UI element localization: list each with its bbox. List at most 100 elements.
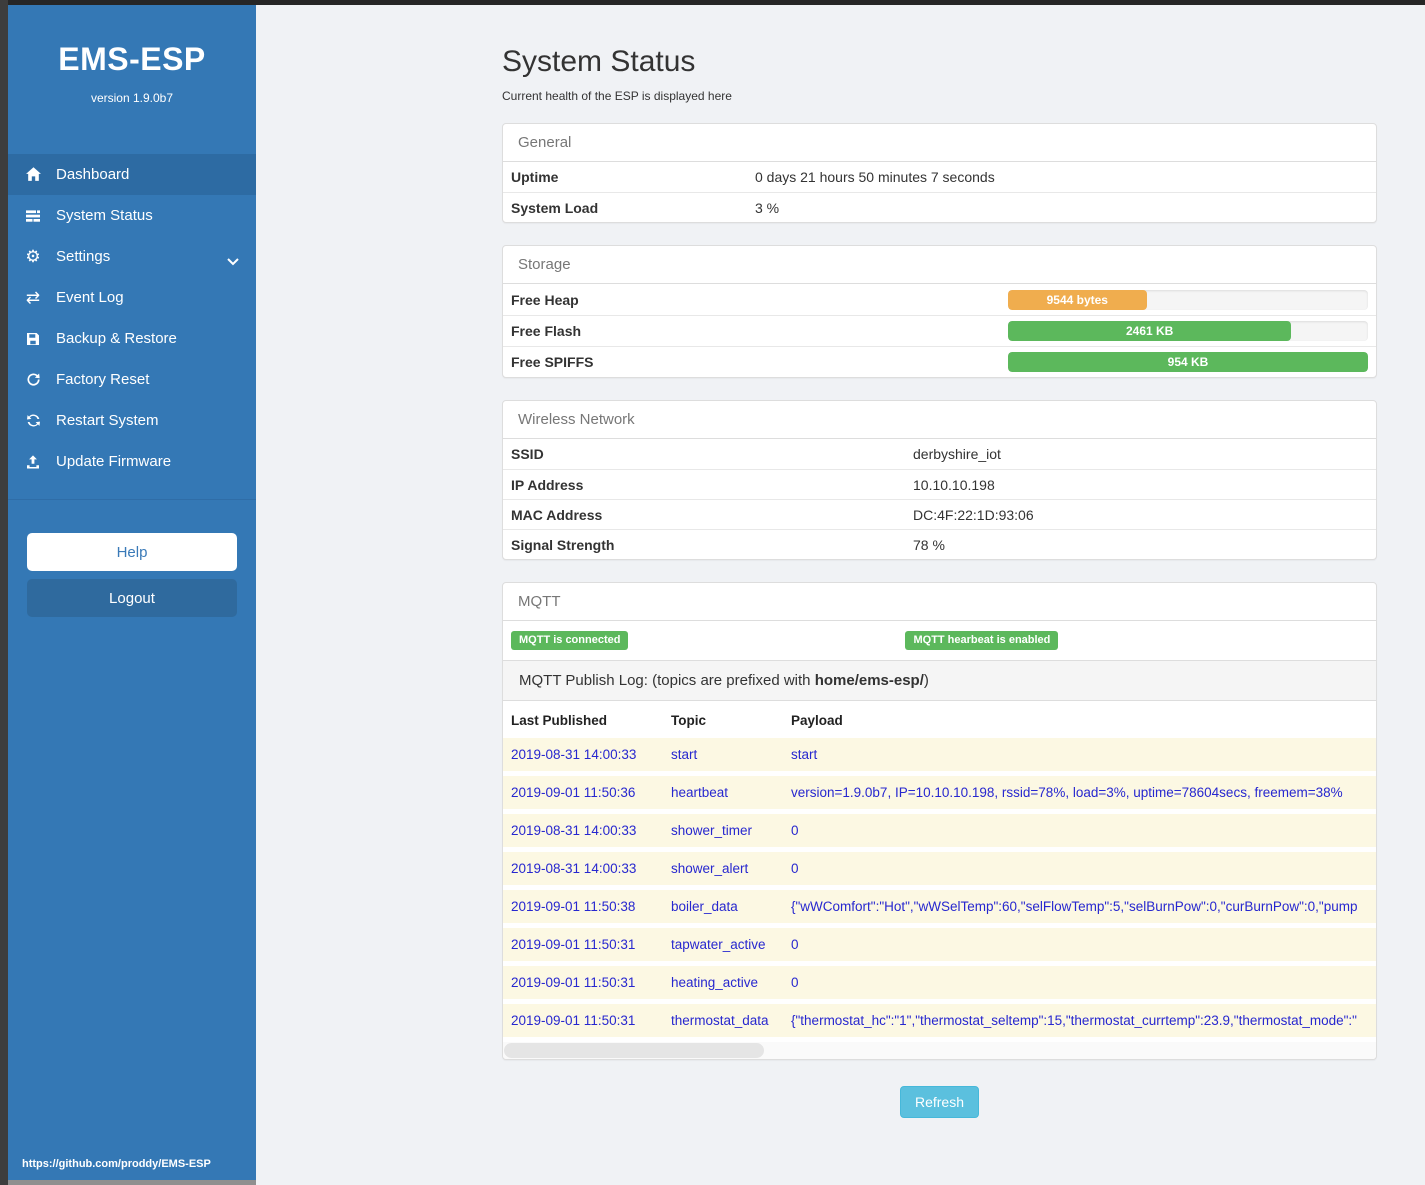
- scrollbar-thumb[interactable]: [504, 1043, 764, 1059]
- row-signal-strength: Signal Strength 78 %: [503, 529, 1376, 559]
- row-value: 78 %: [913, 536, 945, 553]
- table-row: 2019-09-01 11:50:38 boiler_data {"wWComf…: [503, 890, 1376, 924]
- row-ssid: SSID derbyshire_iot: [503, 439, 1376, 469]
- table-row: 2019-08-31 14:00:33 start start: [503, 738, 1376, 772]
- sidebar-item-backup-restore[interactable]: Backup & Restore: [8, 318, 256, 359]
- cell-topic: shower_timer: [671, 823, 753, 839]
- sidebar-item-settings[interactable]: ⚙ Settings: [8, 236, 256, 277]
- row-label: Free SPIFFS: [511, 354, 594, 370]
- progress-track: 2461 KB: [1008, 321, 1368, 341]
- cell-topic: start: [671, 747, 698, 763]
- row-label: IP Address: [511, 476, 584, 493]
- cell-topic: shower_alert: [671, 861, 749, 877]
- help-button[interactable]: Help: [27, 533, 237, 571]
- row-free-heap: Free Heap 9544 bytes: [503, 284, 1376, 315]
- sidebar-item-dashboard[interactable]: Dashboard: [8, 154, 256, 195]
- cell-time: 2019-08-31 14:00:33: [511, 861, 637, 877]
- row-ip-address: IP Address 10.10.10.198: [503, 469, 1376, 499]
- progress-track: 954 KB: [1008, 352, 1368, 372]
- main-content: System Status Current health of the ESP …: [502, 5, 1377, 1119]
- refresh-button[interactable]: Refresh: [899, 1086, 980, 1119]
- logout-button[interactable]: Logout: [27, 579, 237, 617]
- tasks-icon: [23, 206, 43, 226]
- cell-payload: {"thermostat_hc":"1","thermostat_seltemp…: [791, 1013, 1357, 1029]
- github-link[interactable]: https://github.com/proddy/EMS-ESP: [22, 1158, 211, 1170]
- sidebar-item-update-firmware[interactable]: Update Firmware: [8, 441, 256, 482]
- window-top-edge: [0, 0, 1425, 5]
- sidebar: EMS-ESP version 1.9.0b7 Dashboard System…: [8, 5, 256, 1180]
- table-row: 2019-09-01 11:50:31 heating_active 0: [503, 966, 1376, 1000]
- col-header-topic: Topic: [671, 713, 706, 729]
- cell-time: 2019-08-31 14:00:33: [511, 823, 637, 839]
- col-header-last-published: Last Published: [511, 713, 608, 729]
- panel-general-title: General: [503, 124, 1376, 162]
- panel-mqtt-title: MQTT: [503, 583, 1376, 621]
- row-label: Free Flash: [511, 323, 582, 339]
- progress-bar-free-heap: 9544 bytes: [1008, 289, 1147, 310]
- cell-payload: 0: [791, 975, 799, 991]
- exchange-icon: ⇄: [25, 288, 41, 307]
- log-label-topic-prefix: home/ems-esp/: [814, 672, 924, 690]
- app-title: EMS-ESP: [58, 41, 206, 77]
- sidebar-item-label: Dashboard: [56, 166, 130, 183]
- row-uptime: Uptime 0 days 21 hours 50 minutes 7 seco…: [503, 162, 1376, 192]
- panel-storage-title: Storage: [503, 246, 1376, 284]
- sidebar-item-factory-reset[interactable]: Factory Reset: [8, 359, 256, 400]
- row-value: 10.10.10.198: [913, 476, 995, 493]
- row-label: Free Heap: [511, 291, 579, 308]
- table-row: 2019-08-31 14:00:33 shower_alert 0: [503, 852, 1376, 886]
- cell-topic: boiler_data: [671, 899, 738, 915]
- sidebar-item-restart-system[interactable]: Restart System: [8, 400, 256, 441]
- cell-time: 2019-09-01 11:50:38: [511, 899, 636, 915]
- row-value: 3 %: [755, 199, 780, 216]
- sidebar-item-label: System Status: [56, 207, 153, 224]
- sidebar-item-label: Factory Reset: [56, 371, 150, 388]
- cell-payload: version=1.9.0b7, IP=10.10.10.198, rssid=…: [791, 785, 1343, 801]
- sync-icon: [23, 411, 43, 431]
- home-icon: [23, 165, 43, 185]
- mqtt-table-header: Last Published Topic Payload: [503, 701, 1376, 738]
- cell-time: 2019-09-01 11:50:31: [511, 1013, 636, 1029]
- cell-topic: thermostat_data: [671, 1013, 769, 1029]
- table-row: 2019-09-01 11:50:31 tapwater_active 0: [503, 928, 1376, 962]
- sidebar-item-event-log[interactable]: ⇄ Event Log: [8, 277, 256, 318]
- table-row: 2019-08-31 14:00:33 shower_timer 0: [503, 814, 1376, 848]
- row-value: derbyshire_iot: [913, 446, 1001, 462]
- cell-time: 2019-09-01 11:50:31: [511, 937, 636, 953]
- row-free-flash: Free Flash 2461 KB: [503, 315, 1376, 346]
- cell-payload: 0: [791, 823, 799, 839]
- panel-wireless: Wireless Network SSID derbyshire_iot IP …: [502, 400, 1377, 560]
- cell-payload: {"wWComfort":"Hot","wWSelTemp":60,"selFl…: [791, 899, 1358, 915]
- upload-icon: [23, 452, 43, 472]
- mqtt-heartbeat-badge: MQTT hearbeat is enabled: [905, 631, 1059, 651]
- refresh-row: Refresh: [502, 1086, 1377, 1119]
- panel-general: General Uptime 0 days 21 hours 50 minute…: [502, 123, 1377, 223]
- cell-topic: heartbeat: [671, 785, 729, 801]
- mqtt-publish-log-label: MQTT Publish Log: (topics are prefixed w…: [503, 660, 1376, 702]
- row-system-load: System Load 3 %: [503, 192, 1376, 222]
- cell-payload: 0: [791, 937, 799, 953]
- log-label-prefix: MQTT Publish Log: (topics are prefixed w…: [519, 672, 815, 690]
- cell-time: 2019-09-01 11:50:31: [511, 975, 636, 991]
- sidebar-bottom-block: Help Logout: [8, 499, 256, 617]
- row-label: System Load: [511, 199, 599, 216]
- sidebar-item-label: Backup & Restore: [56, 330, 177, 347]
- mqtt-connected-badge: MQTT is connected: [511, 631, 629, 651]
- row-value: DC:4F:22:1D:93:06: [913, 506, 1034, 523]
- horizontal-scrollbar[interactable]: [503, 1042, 1376, 1060]
- sidebar-item-label: Settings: [56, 248, 111, 265]
- cell-payload: 0: [791, 861, 799, 877]
- cell-time: 2019-09-01 11:50:36: [511, 785, 636, 801]
- cell-payload: start: [791, 747, 818, 763]
- sidebar-nav: Dashboard System Status ⚙ Settings ⇄ Eve…: [8, 154, 256, 482]
- sidebar-item-system-status[interactable]: System Status: [8, 195, 256, 236]
- row-free-spiffs: Free SPIFFS 954 KB: [503, 346, 1376, 377]
- row-label: Uptime: [511, 169, 559, 185]
- save-icon: [23, 329, 43, 349]
- table-row: 2019-09-01 11:50:31 thermostat_data {"th…: [503, 1004, 1376, 1038]
- chevron-down-icon: [227, 253, 239, 270]
- gear-icon: ⚙: [25, 247, 41, 266]
- page-title: System Status: [502, 45, 696, 78]
- window-left-edge: [0, 0, 8, 1185]
- page-subtitle: Current health of the ESP is displayed h…: [502, 89, 732, 103]
